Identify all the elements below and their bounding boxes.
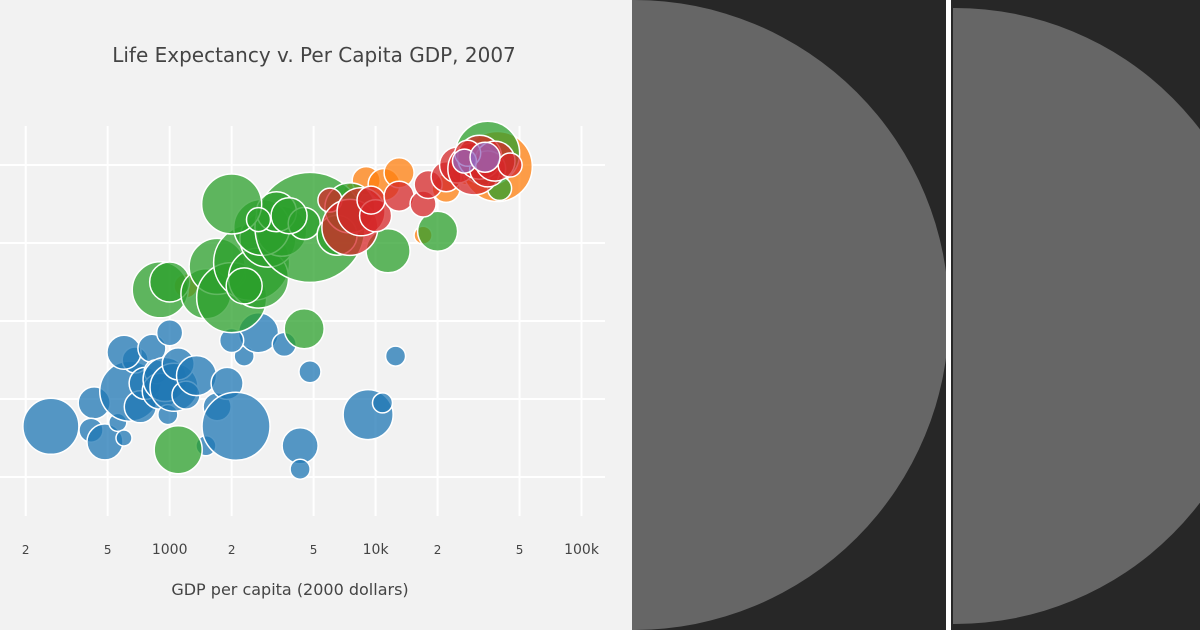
bubble-point[interactable] [289,458,311,480]
bubble-point[interactable] [416,210,459,253]
bubble-point[interactable] [281,427,319,465]
x-tick-label: 5 [310,543,318,557]
x-tick-label: 5 [516,543,524,557]
left-half-disc [632,0,949,630]
bubble-point[interactable] [356,185,386,215]
series-oceania [451,141,501,174]
bubble-point[interactable] [22,397,80,456]
bubble-point[interactable] [298,359,322,384]
bubble-point[interactable] [201,391,271,462]
x-axis-label: GDP per capita (2000 dollars) [171,580,408,599]
x-tick-label: 10k [363,542,390,558]
bubble-point[interactable] [155,318,184,347]
right-half-disc [953,8,1200,624]
x-tick-label: 2 [434,543,442,557]
x-tick-label: 2 [228,543,236,557]
x-tick-label: 1000 [152,542,188,558]
panel-divider [946,0,951,630]
bubble-point[interactable] [497,152,523,178]
bubbles [22,120,534,480]
bubble-point[interactable] [225,267,263,305]
preview-graphic [632,0,1200,630]
series-africa [22,311,407,480]
chart-title: Life Expectancy v. Per Capita GDP, 2007 [112,43,516,67]
bubble-point[interactable] [175,354,218,397]
x-ticks: 2 5 1000 2 5 10k 2 5 100k [22,542,600,558]
x-tick-label: 2 [22,543,30,557]
bubble-point[interactable] [245,206,272,233]
bubble-point[interactable] [283,308,325,350]
bubble-chart: 2 5 1000 2 5 10k 2 5 100k Life Expectancy v. Per… [0,43,605,599]
chart-panel: 2 5 1000 2 5 10k 2 5 100k Life Expectancy v. Per… [0,43,605,599]
bubble-point[interactable] [384,345,407,367]
x-tick-label: 5 [104,543,112,557]
bubble-point[interactable] [383,180,415,212]
x-tick-label: 100k [564,542,600,558]
bubble-point[interactable] [106,334,142,370]
bubble-point[interactable] [153,424,203,475]
bubble-point[interactable] [469,141,501,173]
bubble-point[interactable] [371,392,394,414]
preview-panel [632,0,1200,630]
bubble-point[interactable] [270,196,308,235]
bubble-point[interactable] [115,429,133,447]
